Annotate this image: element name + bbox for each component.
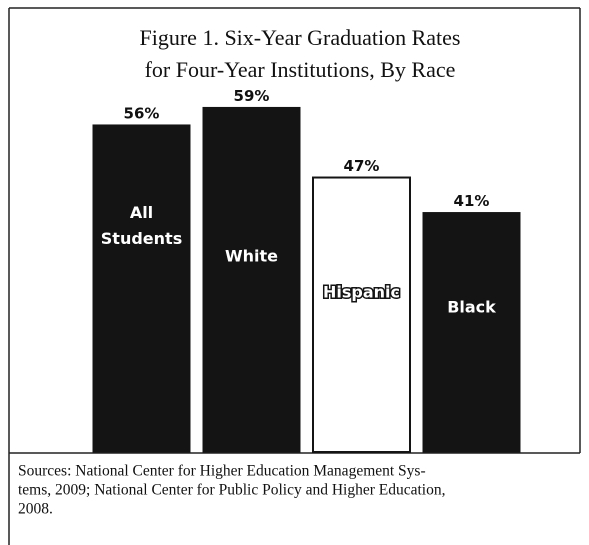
source-note: tems, 2009; National Center for Public P… xyxy=(18,482,445,499)
value-label: 47% xyxy=(344,157,380,175)
value-label: 56% xyxy=(124,104,160,122)
chart-subtitle: for Four-Year Institutions, By Race xyxy=(145,57,456,82)
value-label: 59% xyxy=(234,87,270,105)
value-label: 41% xyxy=(454,192,490,210)
category-label: All Students xyxy=(101,203,182,248)
source-note: Sources: National Center for Higher Educ… xyxy=(18,463,426,480)
category-label: White xyxy=(225,247,278,266)
bar xyxy=(422,212,521,453)
category-label: Hispanic xyxy=(323,283,400,302)
source-note: 2008. xyxy=(18,501,53,518)
chart-title: Figure 1. Six-Year Graduation Rates xyxy=(140,25,461,50)
category-label: Black xyxy=(447,298,496,317)
bar xyxy=(312,176,411,454)
bar xyxy=(202,106,301,453)
bar xyxy=(92,124,191,453)
